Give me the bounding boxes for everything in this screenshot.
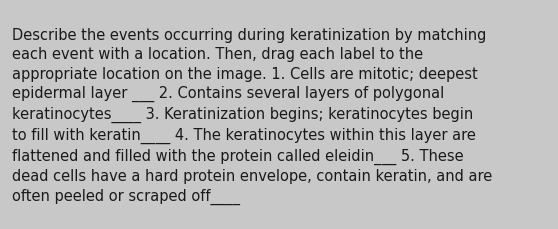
Text: Describe the events occurring during keratinization by matching
each event with : Describe the events occurring during ker…: [12, 27, 493, 204]
